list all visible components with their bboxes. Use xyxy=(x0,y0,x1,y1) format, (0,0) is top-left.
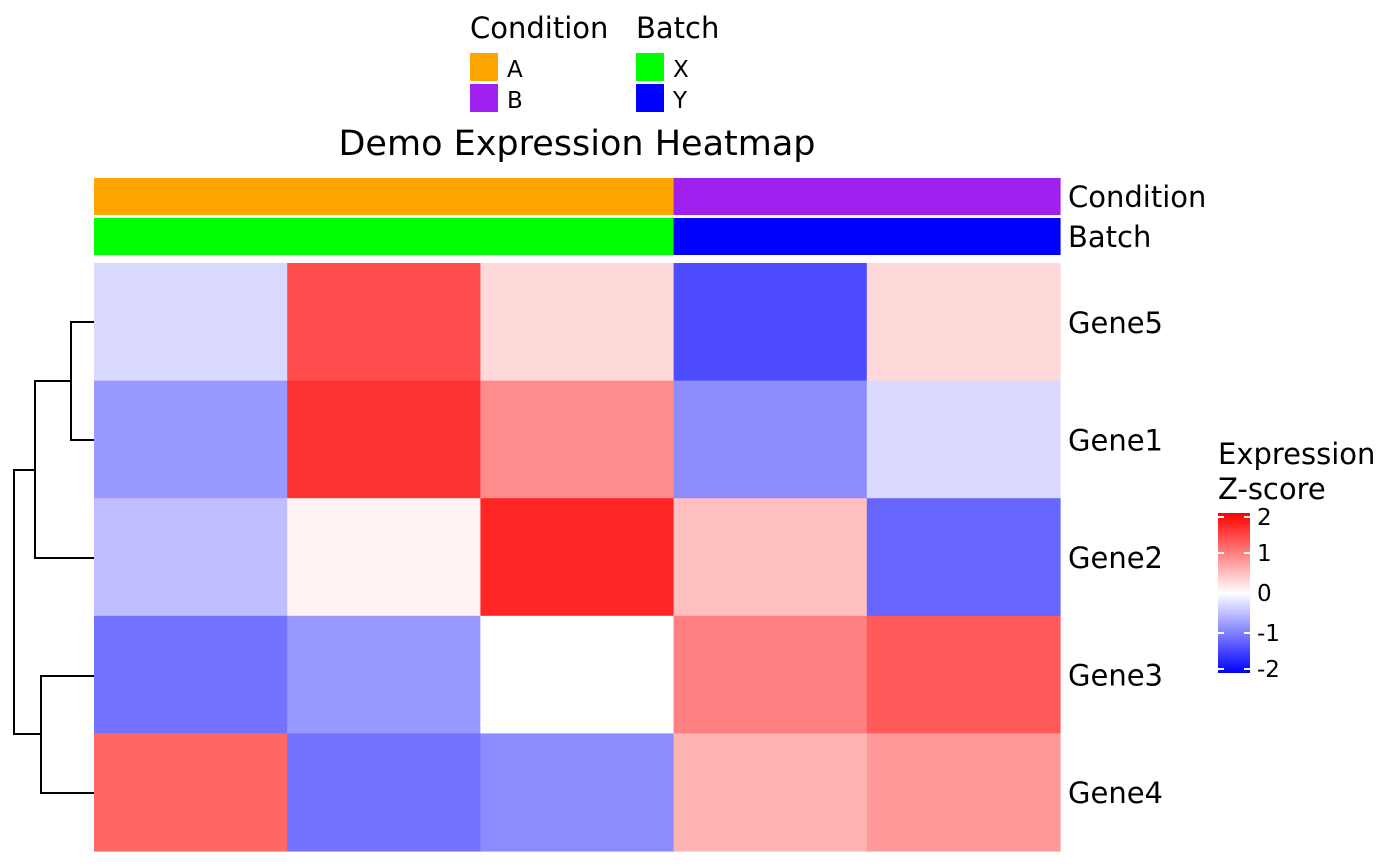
row-label-gene3: Gene3 xyxy=(1068,659,1163,693)
annotation-batch-cell xyxy=(866,218,1061,255)
heatmap-cell-gene2-col1 xyxy=(94,498,288,617)
annotation-condition-cell xyxy=(673,178,868,215)
annotation-batch-cell xyxy=(673,218,868,255)
row-labels: Gene5 Gene1 Gene2 Gene3 Gene4 xyxy=(1068,306,1163,810)
legend-title-batch: Batch xyxy=(636,11,719,45)
color-scale-tick-label: 0 xyxy=(1257,581,1272,607)
heatmap-cell-gene1-col3 xyxy=(480,380,675,499)
legend-label-y: Y xyxy=(672,88,688,114)
heatmap-cell-gene5-col3 xyxy=(480,263,675,382)
heatmap-cell-gene3-col1 xyxy=(94,615,288,734)
row-label-gene1: Gene1 xyxy=(1068,423,1163,457)
heatmap-cell-gene3-col4 xyxy=(673,615,868,734)
heatmap-cells xyxy=(94,263,1061,852)
color-scale-tick-label: -1 xyxy=(1257,621,1280,647)
heatmap-cell-gene2-col5 xyxy=(866,498,1061,617)
legend-swatch-b xyxy=(470,84,498,112)
annotation-condition-cell xyxy=(94,178,288,215)
heatmap-cell-gene3-col5 xyxy=(866,615,1061,734)
heatmap-cell-gene2-col3 xyxy=(480,498,675,617)
dendrogram-branch-gene3-gene4 xyxy=(40,675,94,794)
dendrogram-branch-cluster-gene2 xyxy=(34,380,94,559)
annotation-batch-cell xyxy=(287,218,481,255)
heatmap-cell-gene4-col1 xyxy=(94,733,288,852)
color-scale-title-line1: Expression xyxy=(1218,437,1375,471)
heatmap-cell-gene1-col1 xyxy=(94,380,288,499)
heatmap-cell-gene3-col2 xyxy=(287,615,481,734)
dendrogram-branch-gene5-gene1 xyxy=(70,321,94,441)
legend-label-x: X xyxy=(673,57,689,83)
heatmap-cell-gene1-col2 xyxy=(287,380,481,499)
heatmap-cell-gene2-col4 xyxy=(673,498,868,617)
color-scale-tick-label: -2 xyxy=(1257,657,1280,683)
legend-label-b: B xyxy=(507,88,523,114)
legend-swatch-a xyxy=(470,53,498,81)
heatmap-cell-gene5-col2 xyxy=(287,263,481,382)
heatmap-cell-gene4-col5 xyxy=(866,733,1061,852)
heatmap-cell-gene5-col1 xyxy=(94,263,288,382)
heatmap-cell-gene5-col5 xyxy=(866,263,1061,382)
annotation-condition-cell xyxy=(480,178,675,215)
row-label-gene4: Gene4 xyxy=(1068,776,1163,810)
dendrogram-branch-root xyxy=(13,469,41,735)
color-scale-title-line2: Z-score xyxy=(1218,472,1326,506)
color-scale-tick-label: 2 xyxy=(1257,505,1272,531)
annotation-label-batch: Batch xyxy=(1068,220,1151,254)
heatmap-cell-gene2-col2 xyxy=(287,498,481,617)
annotation-legend: Condition A B Batch X Y xyxy=(470,11,719,114)
column-annotations: Condition Batch xyxy=(94,178,1206,255)
heatmap-cell-gene1-col4 xyxy=(673,380,868,499)
color-scale-ticks: 2 1 0 -1 -2 xyxy=(1218,505,1280,683)
annotation-batch-cell xyxy=(480,218,675,255)
legend-title-condition: Condition xyxy=(470,11,608,45)
heatmap-cell-gene4-col2 xyxy=(287,733,481,852)
row-dendrogram xyxy=(13,321,94,794)
chart-title: Demo Expression Heatmap xyxy=(338,124,815,164)
color-scale-tick-label: 1 xyxy=(1257,541,1272,567)
heatmap-cell-gene4-col4 xyxy=(673,733,868,852)
row-label-gene2: Gene2 xyxy=(1068,541,1163,575)
legend-label-a: A xyxy=(507,57,523,83)
annotation-condition-cell xyxy=(287,178,481,215)
heatmap-cell-gene1-col5 xyxy=(866,380,1061,499)
legend-swatch-y xyxy=(636,84,664,112)
color-scale-legend: Expression Z-score 2 1 0 -1 -2 xyxy=(1218,437,1375,683)
heatmap-cell-gene4-col3 xyxy=(480,733,675,852)
row-label-gene5: Gene5 xyxy=(1068,306,1163,340)
legend-swatch-x xyxy=(636,53,664,81)
annotation-label-condition: Condition xyxy=(1068,180,1206,214)
annotation-batch-cell xyxy=(94,218,288,255)
heatmap-cell-gene3-col3 xyxy=(480,615,675,734)
annotation-condition-cell xyxy=(866,178,1061,215)
heatmap-cell-gene5-col4 xyxy=(673,263,868,382)
